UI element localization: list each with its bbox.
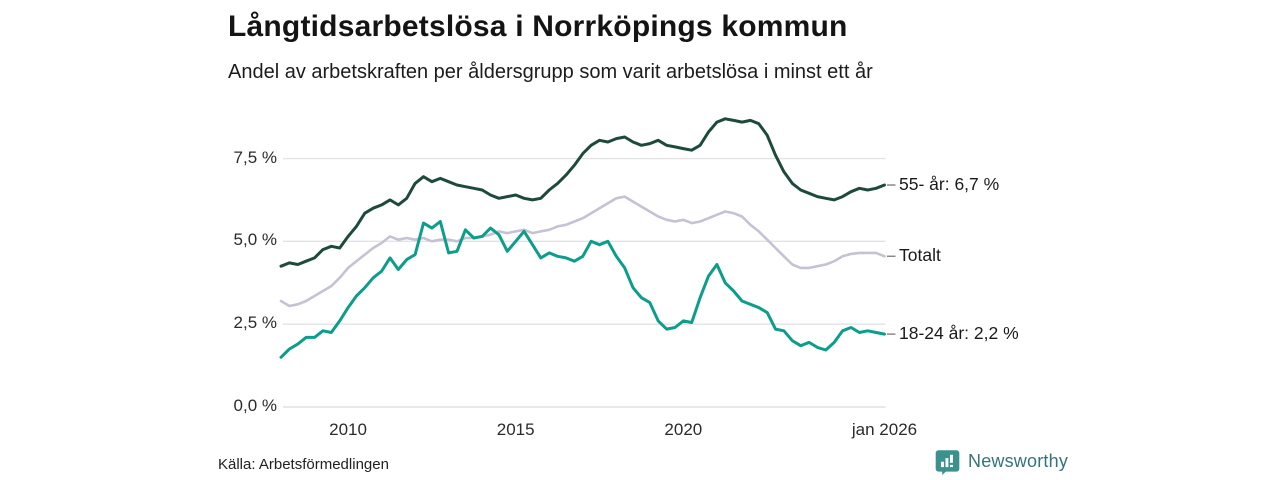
newsworthy-chart-bubble-icon — [934, 448, 961, 475]
series-end-label-18-24-ar: 18-24 år: 2,2 % — [899, 323, 1019, 344]
y-axis-tick-label: 2,5 % — [233, 313, 277, 333]
x-axis-tick-label: 2010 — [329, 420, 367, 439]
y-axis-tick-label: 7,5 % — [233, 147, 277, 167]
series-end-label-55-ar: 55- år: 6,7 % — [899, 174, 1000, 195]
x-axis-tick-label: 2015 — [496, 420, 535, 439]
series-end-label-totalt: Totalt — [899, 245, 941, 266]
newsworthy-wordmark: Newsworthy — [968, 451, 1069, 471]
x-axis-tick-label: jan 2026 — [851, 420, 918, 439]
source-note: Källa: Arbetsförmedlingen — [218, 456, 389, 473]
series-line-18-24-ar — [279, 220, 886, 359]
series-line-55-ar — [279, 117, 886, 268]
series-line-totalt — [279, 195, 886, 308]
page-subtitle: Andel av arbetskraften per åldersgrupp s… — [228, 61, 873, 83]
y-axis-tick-label: 0,0 % — [233, 396, 277, 415]
newsworthy-brand: Newsworthy — [934, 448, 1068, 475]
x-axis-tick-label: 2020 — [664, 420, 703, 439]
y-axis-tick-label: 5,0 % — [233, 230, 277, 250]
page-title: Långtidsarbetslösa i Norrköpings kommun — [228, 10, 848, 43]
